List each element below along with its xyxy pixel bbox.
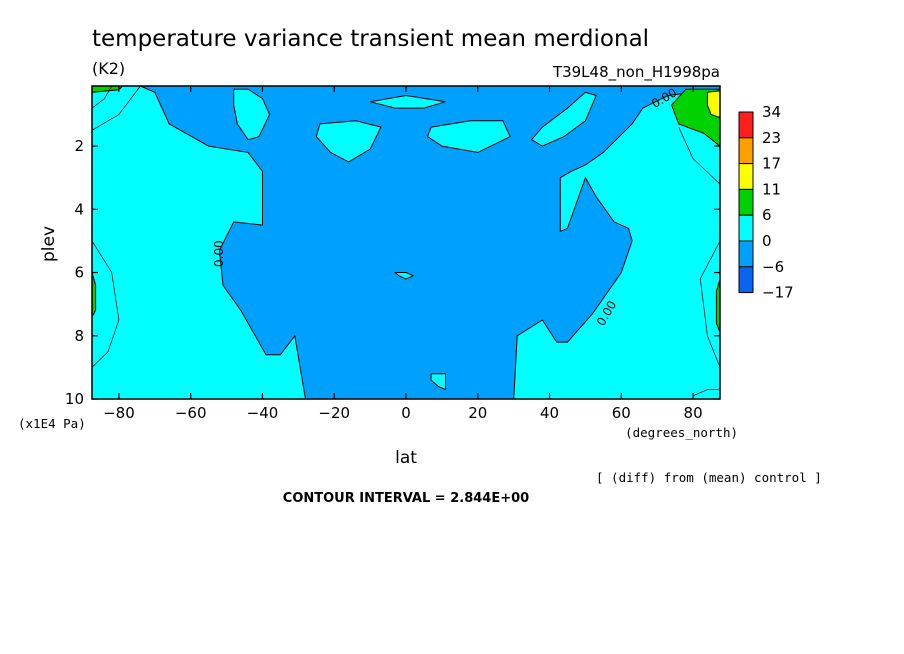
y-axis-label: plev bbox=[39, 226, 59, 262]
colorbar-label: 23 bbox=[762, 129, 781, 147]
region-eq-small-blob bbox=[393, 272, 415, 280]
plot-area: 0.000.000.00 −80 −60 −40 −20 0 20 40 60 80 24681… bbox=[65, 85, 721, 422]
region-eq-bottom-blob bbox=[430, 373, 446, 391]
y-axis-ticks: 2 4 6 8 10 bbox=[65, 137, 720, 408]
colorbar-swatch bbox=[738, 163, 754, 190]
x-tick-label: 60 bbox=[612, 404, 631, 422]
colorbar-swatch bbox=[738, 137, 754, 165]
colorbar-label: 0 bbox=[762, 232, 772, 250]
y-axis-units: (x1E4 Pa) bbox=[18, 416, 86, 431]
region-sh-upper-blob bbox=[233, 88, 271, 141]
diff-note: [ (diff) from (mean) control ] bbox=[596, 470, 822, 485]
region-sh-mid-blob bbox=[315, 120, 382, 163]
x-axis-units: (degrees_north) bbox=[625, 425, 738, 440]
y-tick-label: 2 bbox=[74, 137, 84, 155]
y-tick-label: 10 bbox=[65, 390, 84, 408]
colorbar-label: 34 bbox=[762, 103, 781, 121]
region-eq-top-blob bbox=[369, 94, 446, 109]
region-nh-upper-blob bbox=[530, 91, 597, 147]
x-tick-label: −40 bbox=[247, 404, 279, 422]
x-axis-ticks: −80 −60 −40 −20 0 20 40 60 80 bbox=[103, 86, 703, 422]
colorbar-label: 6 bbox=[762, 206, 772, 224]
colorbar-swatch bbox=[738, 214, 754, 242]
chart-title: temperature variance transient mean merd… bbox=[92, 26, 649, 52]
region-nh-mid-blob bbox=[426, 120, 511, 153]
x-axis-label: lat bbox=[395, 448, 417, 468]
line-nh-line-1 bbox=[678, 126, 721, 185]
colorbar-swatch bbox=[738, 188, 754, 216]
contour-lines bbox=[91, 85, 721, 397]
colorbar-swatch bbox=[738, 240, 754, 268]
x-tick-label: 80 bbox=[684, 404, 703, 422]
colorbar-label: −6 bbox=[762, 258, 784, 276]
colorbar-label: 17 bbox=[762, 155, 781, 173]
x-tick-label: 0 bbox=[401, 404, 411, 422]
y-tick-label: 6 bbox=[74, 264, 84, 282]
region-nh-top-yellow bbox=[706, 90, 721, 119]
x-tick-label: 20 bbox=[468, 404, 487, 422]
colorbar-swatch bbox=[738, 111, 754, 139]
line-nh-line-2 bbox=[699, 240, 721, 368]
colorbar: 34 23 17 11 6 0 −6 −17 bbox=[738, 103, 794, 302]
colorbar-swatch bbox=[738, 266, 754, 294]
y-tick-label: 4 bbox=[74, 200, 84, 218]
line-nh-line-3 bbox=[692, 389, 720, 397]
line-sh-line-3 bbox=[91, 85, 141, 131]
x-tick-label: −80 bbox=[103, 404, 135, 422]
x-tick-label: −20 bbox=[318, 404, 350, 422]
contour-label: 0.00 bbox=[212, 240, 226, 267]
colorbar-label: −17 bbox=[762, 284, 794, 302]
contour-regions bbox=[91, 85, 721, 400]
run-name-label: T39L48_non_H1998pa bbox=[552, 63, 720, 82]
y-tick-label: 8 bbox=[74, 327, 84, 345]
x-tick-label: −60 bbox=[175, 404, 207, 422]
x-tick-label: 40 bbox=[540, 404, 559, 422]
line-sh-line-1 bbox=[91, 240, 120, 368]
region-central-negative bbox=[140, 85, 721, 400]
line-sh-line-2 bbox=[91, 85, 113, 109]
contour-interval-label: CONTOUR INTERVAL = 2.844E+00 bbox=[283, 491, 529, 506]
units-label: (K2) bbox=[92, 59, 125, 78]
colorbar-label: 11 bbox=[762, 180, 781, 198]
